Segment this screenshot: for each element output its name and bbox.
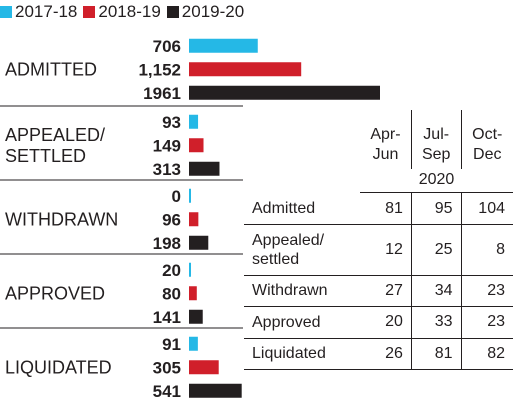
bar-value-label: 149 xyxy=(153,136,181,155)
bar-value-label: 91 xyxy=(162,335,181,354)
table-row: Admitted 81 95 104 xyxy=(244,192,513,225)
table-year-row: 2020 xyxy=(244,168,513,194)
column-header-line: Oct- xyxy=(472,125,503,143)
bar-2019-20 xyxy=(189,161,220,176)
bar-2019-20 xyxy=(189,235,209,250)
row-label: Liquidated xyxy=(244,338,361,371)
table-row: Approved 20 33 23 xyxy=(244,306,513,339)
table-row: Appealed/settled 12 25 8 xyxy=(244,224,513,276)
table-cell: 20 xyxy=(360,306,412,339)
bar-value-label: 541 xyxy=(153,382,181,400)
table-year-spacer xyxy=(244,169,360,193)
table-cell: 8 xyxy=(460,224,513,276)
table-row: Withdrawn 27 34 23 xyxy=(244,275,513,308)
table-cell: 81 xyxy=(410,338,462,371)
bar-2017-18 xyxy=(189,336,198,351)
group-label: SETTLED xyxy=(5,146,86,166)
table-cell: 23 xyxy=(460,275,513,308)
table-cell: 23 xyxy=(460,306,513,339)
bar-value-label: 0 xyxy=(172,187,181,206)
bar-2018-19 xyxy=(189,286,197,301)
legend-swatch xyxy=(166,6,179,18)
chart-legend: 2017-18 2018-19 2019-20 xyxy=(0,0,250,24)
table-row: Liquidated 26 81 82 xyxy=(244,338,513,371)
column-header-line: Dec xyxy=(473,145,502,163)
bar-2019-20 xyxy=(189,383,242,398)
bar-value-label: 1961 xyxy=(143,84,181,103)
quarterly-table: Apr- Jun Jul- Sep Oct- Dec 2020 Admitted… xyxy=(244,110,513,371)
group-label: WITHDRAWN xyxy=(5,209,118,229)
legend-label: 2019-20 xyxy=(181,2,245,21)
table-cell: 33 xyxy=(410,306,462,339)
row-label: Approved xyxy=(244,306,361,339)
bar-value-label: 20 xyxy=(162,261,181,280)
table-cell: 25 xyxy=(410,224,462,276)
row-label-line: settled xyxy=(252,250,300,268)
row-label-line: Approved xyxy=(252,313,321,331)
row-label: Withdrawn xyxy=(244,275,361,308)
bar-value-label: 1,152 xyxy=(138,60,181,79)
group-label: LIQUIDATED xyxy=(5,357,112,377)
legend-item-2017-18: 2017-18 xyxy=(0,0,77,24)
legend-swatch xyxy=(83,6,96,18)
bar-value-label: 93 xyxy=(162,113,181,132)
column-header-oct-dec: Oct- Dec xyxy=(460,110,513,169)
column-header-line: Jul- xyxy=(423,125,450,143)
row-label-line: Admitted xyxy=(252,199,316,217)
bar-value-label: 96 xyxy=(162,210,181,229)
column-header-apr-jun: Apr- Jun xyxy=(360,110,411,169)
legend-label: 2017-18 xyxy=(15,2,78,21)
column-header-jul-sep: Jul- Sep xyxy=(410,110,462,169)
table-cell: 12 xyxy=(360,224,412,276)
legend-swatch xyxy=(0,6,12,18)
table-header-row: Apr- Jun Jul- Sep Oct- Dec xyxy=(244,110,513,169)
bar-2018-19 xyxy=(189,138,204,153)
row-label: Appealed/settled xyxy=(244,224,361,276)
column-header-line: Sep xyxy=(421,145,451,163)
table-corner xyxy=(244,110,360,169)
bar-2017-18 xyxy=(189,262,191,277)
group-label: APPEALED/ xyxy=(5,125,105,145)
bar-value-label: 313 xyxy=(153,160,181,179)
column-header-line: Jun xyxy=(372,145,399,163)
group-label: ADMITTED xyxy=(5,59,97,79)
bar-2018-19 xyxy=(189,62,302,77)
table-year-label: 2020 xyxy=(360,168,513,194)
bar-value-label: 80 xyxy=(162,284,181,303)
bar-2019-20 xyxy=(189,85,380,100)
bar-value-label: 305 xyxy=(153,358,181,377)
table-cell: 26 xyxy=(360,338,412,371)
bar-2018-19 xyxy=(189,212,199,227)
table-cell: 82 xyxy=(460,338,513,371)
bar-2019-20 xyxy=(189,309,203,324)
bar-value-label: 706 xyxy=(153,37,181,56)
row-label-line: Liquidated xyxy=(252,345,326,363)
table-cell: 34 xyxy=(410,275,462,308)
row-label-line: Appealed/ xyxy=(252,231,325,249)
bar-2017-18 xyxy=(189,188,191,203)
table-cell: 104 xyxy=(460,192,513,225)
bar-value-label: 198 xyxy=(153,234,181,253)
bar-2017-18 xyxy=(189,114,199,129)
bar-value-label: 141 xyxy=(153,308,181,327)
bar-2018-19 xyxy=(189,360,219,375)
legend-item-2019-20: 2019-20 xyxy=(166,0,245,24)
table-cell: 27 xyxy=(360,275,412,308)
legend-label: 2018-19 xyxy=(98,2,161,21)
table-cell: 95 xyxy=(410,192,462,225)
legend-item-2018-19: 2018-19 xyxy=(83,0,161,24)
row-label: Admitted xyxy=(244,192,361,225)
table-cell: 81 xyxy=(360,192,412,225)
row-label-line: Withdrawn xyxy=(252,282,328,300)
group-label: APPROVED xyxy=(5,283,105,303)
bar-2017-18 xyxy=(189,38,258,53)
column-header-line: Apr- xyxy=(370,125,401,143)
